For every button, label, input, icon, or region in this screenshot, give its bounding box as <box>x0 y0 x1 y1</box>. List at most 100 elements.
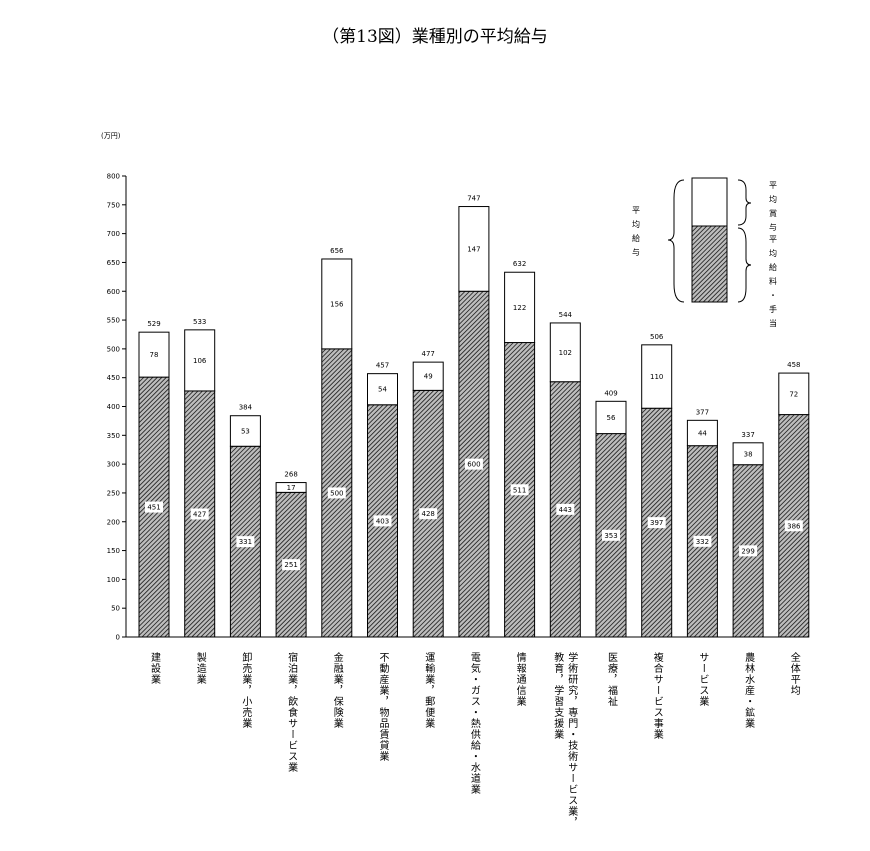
bar-bonus <box>732 442 764 466</box>
salary-value-label: 397 <box>650 519 663 527</box>
salary-value-label: 386 <box>787 522 801 530</box>
bar-bonus <box>184 329 216 392</box>
salary-value-label: 331 <box>239 538 252 546</box>
salary-value-label: 443 <box>559 506 572 514</box>
bar-bonus <box>778 372 810 416</box>
category-label: 教育，学習支援業 <box>552 651 564 740</box>
total-value-label: 529 <box>147 320 160 328</box>
bar-bonus <box>367 373 398 406</box>
salary-value-label: 511 <box>513 486 526 494</box>
legend-swatch-bonus <box>691 177 728 227</box>
category-label: 不動産業，物品賃貸業 <box>377 652 389 762</box>
salary-label-box <box>647 517 666 529</box>
total-value-label: 458 <box>787 361 800 369</box>
salary-label-box <box>282 559 301 571</box>
bar-bonus <box>549 322 581 383</box>
bar-salary <box>732 464 764 638</box>
bonus-value-label: 44 <box>698 430 707 438</box>
salary-value-label: 332 <box>696 538 709 546</box>
salary-label-box <box>556 503 575 515</box>
total-value-label: 268 <box>284 471 297 479</box>
chart-title: （第13図）業種別の平均給与 <box>322 27 548 47</box>
bar-salary <box>412 389 444 638</box>
salary-value-label: 353 <box>604 532 617 540</box>
y-tick-label: 250 <box>107 489 120 497</box>
salary-label-box <box>419 508 438 520</box>
bar-bonus <box>504 271 536 344</box>
category-label: 学術研究，専門・技術サービス業， <box>566 651 578 828</box>
salary-value-label: 299 <box>741 547 754 555</box>
category-label: 宿泊業，飲食サービス業 <box>286 651 298 773</box>
category-label: 製造業 <box>194 651 206 685</box>
salary-value-label: 427 <box>193 510 206 518</box>
salary-value-label: 451 <box>147 504 160 512</box>
total-value-label: 457 <box>376 362 389 370</box>
legend-label-bonus: 平均賞与 <box>769 181 778 237</box>
total-value-label: 632 <box>513 260 526 268</box>
bonus-value-label: 110 <box>650 373 663 381</box>
salary-value-label: 403 <box>376 517 389 525</box>
bar-bonus <box>458 206 490 292</box>
category-labels: 建設業 製造業 卸売業，小売業 宿泊業，飲食サービス業 金融業，保険業 不動産業，物品賃貸… <box>149 651 801 828</box>
total-value-label: 533 <box>193 318 206 326</box>
category-label: 複合サービス事業 <box>651 651 663 740</box>
bar-bonus <box>412 361 444 391</box>
category-label: 農林水産・鉱業 <box>743 651 755 729</box>
salary-value-label: 500 <box>330 489 343 497</box>
salary-label-box <box>327 487 346 499</box>
y-tick-label: 200 <box>107 518 120 526</box>
y-tick-label: 600 <box>107 288 120 296</box>
total-value-label: 384 <box>239 404 253 412</box>
y-tick-label: 450 <box>107 374 120 382</box>
salary-value-label: 428 <box>422 510 435 518</box>
legend-label-salary: 平均給料・手当 <box>769 235 778 333</box>
salary-label-box <box>464 458 483 470</box>
bonus-value-label: 49 <box>424 373 433 381</box>
total-value-label: 377 <box>696 408 709 416</box>
y-tick-label: 500 <box>107 345 120 353</box>
salary-label-box <box>373 515 392 527</box>
y-tick-label: 750 <box>107 201 120 209</box>
y-tick-label: 0 <box>116 634 120 642</box>
salary-label-box <box>190 508 209 520</box>
bonus-value-label: 156 <box>330 300 344 308</box>
bar-bonus <box>641 344 673 409</box>
bar-bonus <box>686 419 718 447</box>
bar-bonus <box>229 415 261 447</box>
y-tick-label: 650 <box>107 259 120 267</box>
bonus-value-label: 54 <box>378 386 387 394</box>
bonus-value-label: 102 <box>559 349 572 357</box>
salary-label-box <box>236 536 255 548</box>
salary-label-box <box>693 535 712 547</box>
unit-label: (万円) <box>101 132 121 140</box>
y-tick-label: 100 <box>107 576 120 584</box>
bonus-value-label: 78 <box>150 351 159 359</box>
salary-label-box <box>510 484 529 496</box>
category-label: サービス業 <box>697 652 709 707</box>
bonus-value-label: 147 <box>467 245 480 253</box>
y-tick-label: 550 <box>107 317 120 325</box>
salary-label-box <box>784 520 803 532</box>
total-value-label: 656 <box>330 247 344 255</box>
category-label: 電気・ガス・熱供給・水道業 <box>468 652 480 795</box>
bar-bonus <box>275 482 307 493</box>
category-label: 建設業 <box>149 651 161 685</box>
y-tick-label: 50 <box>111 605 120 613</box>
total-value-label: 477 <box>422 350 435 358</box>
category-label: 運輸業，郵便業 <box>423 652 435 729</box>
category-label: 金融業，保険業 <box>331 651 343 729</box>
category-label: 医療，福祉 <box>606 652 618 707</box>
salary-label-box <box>602 529 620 541</box>
bonus-value-label: 53 <box>241 427 250 435</box>
category-label: 全体平均 <box>788 651 800 696</box>
bar-bonus <box>595 400 627 435</box>
salary-label-box <box>739 545 758 557</box>
y-tick-label: 150 <box>107 547 120 555</box>
bonus-value-label: 122 <box>513 304 526 312</box>
bars: 451 78 529 427 106 533 331 53 384 251 17 268 500 156 6… <box>138 195 810 638</box>
legend-brace-salary <box>737 227 752 303</box>
bonus-value-label: 38 <box>744 450 753 458</box>
y-tick-label: 300 <box>107 461 120 469</box>
y-tick-label: 800 <box>107 173 120 181</box>
